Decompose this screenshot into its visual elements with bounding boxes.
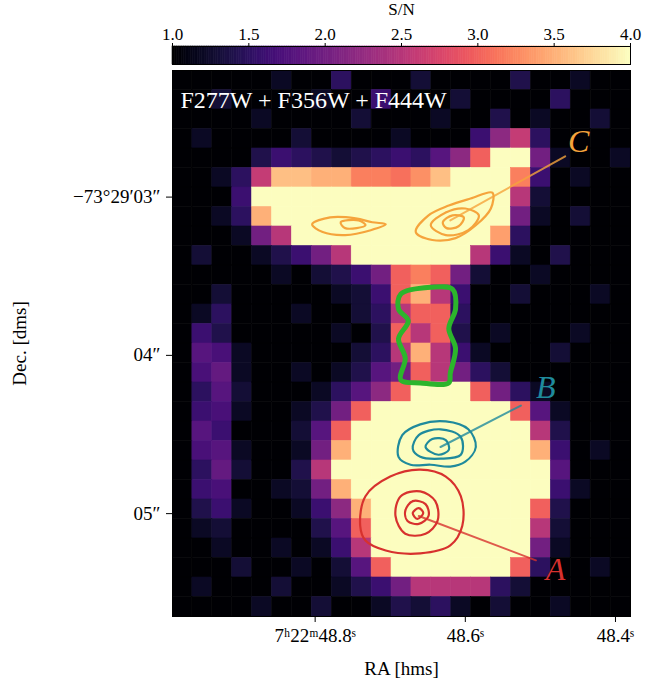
svg-text:S/N: S/N	[388, 0, 414, 19]
svg-text:3.5: 3.5	[544, 25, 565, 44]
svg-text:RA [hms]: RA [hms]	[364, 658, 438, 679]
svg-text:4.0: 4.0	[620, 25, 641, 44]
svg-text:2.0: 2.0	[315, 25, 336, 44]
svg-text:A: A	[544, 551, 566, 587]
svg-text:04″: 04″	[134, 344, 161, 365]
svg-text:2.5: 2.5	[391, 25, 412, 44]
svg-text:C: C	[568, 123, 590, 159]
svg-text:F277W + F356W + F444W: F277W + F356W + F444W	[181, 87, 448, 113]
svg-text:1.0: 1.0	[162, 25, 183, 44]
svg-text:Dec. [dms]: Dec. [dms]	[9, 301, 30, 385]
svg-text:7ʰ22ᵐ48.8ˢ: 7ʰ22ᵐ48.8ˢ	[275, 625, 356, 646]
svg-text:B: B	[536, 369, 556, 405]
svg-text:05″: 05″	[134, 503, 161, 524]
svg-text:1.5: 1.5	[238, 25, 259, 44]
svg-text:48.6ˢ: 48.6ˢ	[447, 625, 484, 646]
svg-text:−73°29′03″: −73°29′03″	[73, 186, 160, 207]
svg-text:3.0: 3.0	[467, 25, 488, 44]
svg-text:48.4ˢ: 48.4ˢ	[597, 625, 634, 646]
